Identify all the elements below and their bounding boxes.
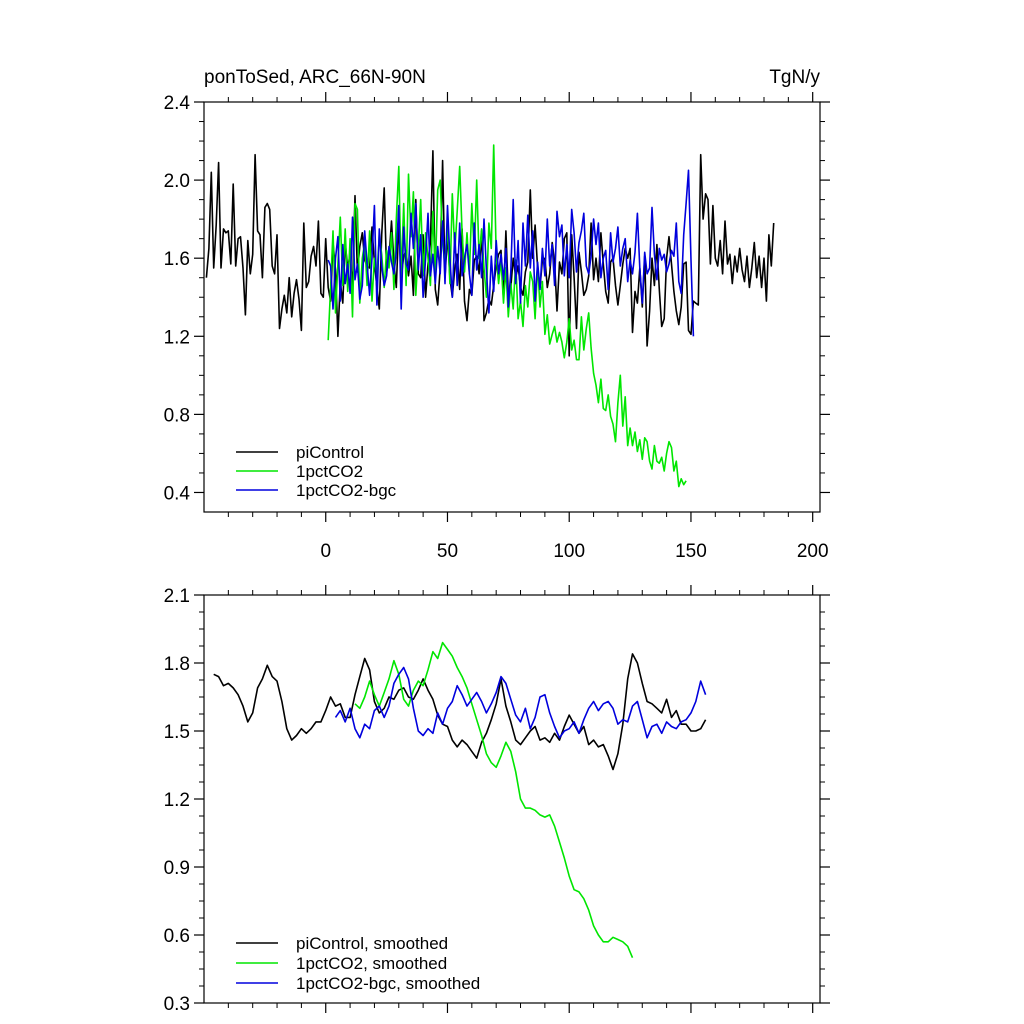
y-tick-label: 0.4 <box>164 483 191 504</box>
y-tick-label: 0.6 <box>164 926 190 947</box>
legend-label-picontrol-smoothed: piControl, smoothed <box>296 934 448 953</box>
y-tick-label: 0.3 <box>164 994 190 1015</box>
series-line-picontrol-smoothed <box>213 653 707 771</box>
series-line-1pctco2-bgc <box>327 169 695 337</box>
legend-label-1pctco2-bgc: 1pctCO2-bgc <box>296 481 397 500</box>
legend-label-1pctco2: 1pctCO2 <box>296 462 363 481</box>
y-tick-label: 0.8 <box>164 405 190 426</box>
y-tick-label: 0.9 <box>164 858 190 879</box>
x-tick-label: 150 <box>675 541 707 562</box>
bottom-panel: 0.3 0.6 0.9 1.2 1.5 1.8 2.1 piControl, smoothe… <box>164 585 830 1015</box>
x-tick-label: 100 <box>553 541 585 562</box>
bottom-ticks-group: 0.3 0.6 0.9 1.2 1.5 1.8 2.1 <box>164 585 830 1015</box>
units-label: TgN/y <box>769 67 820 88</box>
series-line-1pctco2-bgc-smoothed <box>334 666 707 739</box>
legend-label-picontrol: piControl <box>296 443 364 462</box>
y-tick-label: 1.6 <box>164 249 190 270</box>
legend-label-1pctco2-smoothed: 1pctCO2, smoothed <box>296 954 447 973</box>
y-tick-label: 2.0 <box>164 171 190 192</box>
top-plot-frame <box>203 101 821 513</box>
y-tick-label: 1.2 <box>164 327 190 348</box>
x-tick-label: 200 <box>797 541 829 562</box>
y-tick-label: 2.4 <box>164 93 191 114</box>
x-tick-label: 50 <box>437 541 458 562</box>
x-tick-label: 0 <box>320 541 331 562</box>
y-tick-label: 2.1 <box>164 586 190 607</box>
panel-title: ponToSed, ARC_66N-90N <box>204 67 426 88</box>
top-ticks-group: 0.4 0.8 1.2 1.6 2.0 2.4 0 50 100 150 200 <box>164 92 830 562</box>
top-series-group <box>205 144 775 488</box>
top-panel: 0.4 0.8 1.2 1.6 2.0 2.4 0 50 100 150 200 piControl… <box>164 92 830 562</box>
legend-label-1pctco2-bgc-smoothed: 1pctCO2-bgc, smoothed <box>296 974 480 993</box>
series-line-1pctco2-smoothed <box>354 641 634 959</box>
y-tick-label: 1.5 <box>164 722 190 743</box>
y-tick-label: 1.8 <box>164 654 190 675</box>
y-tick-label: 1.2 <box>164 790 190 811</box>
bottom-series-group <box>213 641 707 959</box>
